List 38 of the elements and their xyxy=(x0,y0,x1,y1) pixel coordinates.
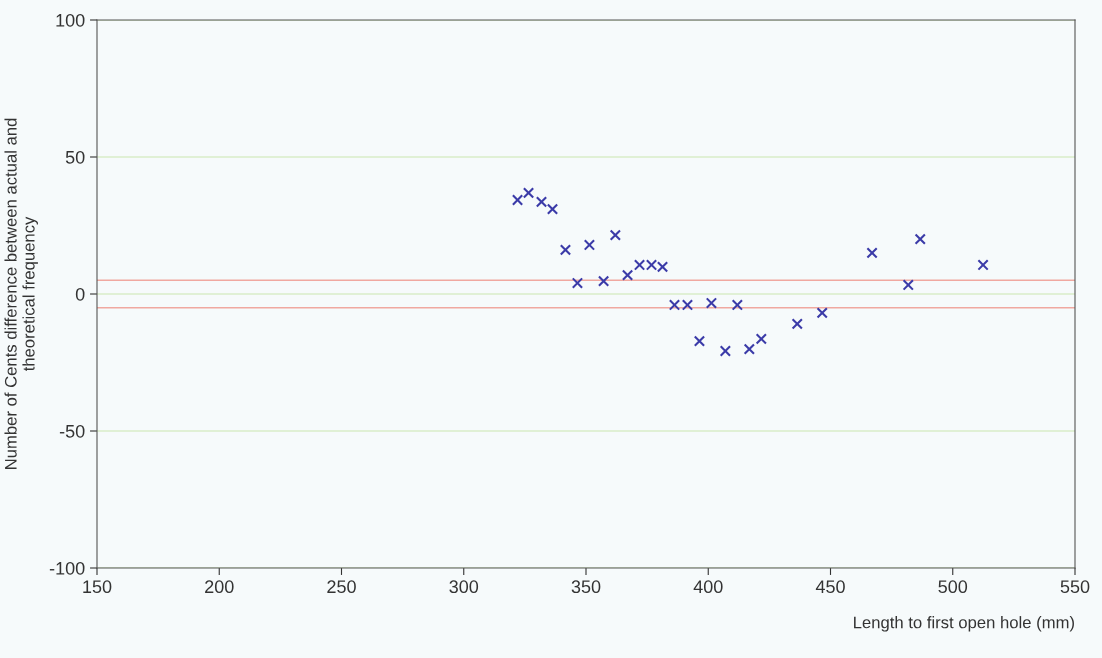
point xyxy=(535,196,548,208)
point xyxy=(522,187,535,199)
point xyxy=(546,203,559,215)
y-tick-label: 50 xyxy=(65,150,85,164)
point xyxy=(609,229,622,241)
x-tick-label: 500 xyxy=(938,580,968,594)
point xyxy=(731,299,744,311)
x-tick-label: 300 xyxy=(449,580,479,594)
x-tick-label: 250 xyxy=(327,580,356,594)
y-axis-title: Number of Cents difference between actual and theoretical frequency xyxy=(4,118,38,469)
point xyxy=(866,247,878,259)
x-tick-label: 350 xyxy=(571,580,601,594)
y-tick-label: -100 xyxy=(49,561,85,575)
x-tick-label: 450 xyxy=(815,580,845,594)
point xyxy=(693,335,706,347)
x-tick-label: 200 xyxy=(205,580,234,594)
x-axis-title: Length to first open hole (mm) xyxy=(854,616,1074,632)
x-tick-label: 400 xyxy=(693,580,723,594)
point xyxy=(902,279,914,291)
point xyxy=(583,239,596,251)
point xyxy=(719,345,732,357)
point xyxy=(621,269,634,281)
x-tick-label: 550 xyxy=(1060,580,1090,594)
point xyxy=(705,297,718,309)
point xyxy=(755,333,768,345)
point xyxy=(597,275,610,287)
y-tick-label: 0 xyxy=(75,287,85,301)
point xyxy=(977,259,989,271)
point xyxy=(559,244,572,256)
y-tick-label: 100 xyxy=(56,13,85,27)
point xyxy=(743,343,756,355)
x-tick-label: 150 xyxy=(83,580,112,594)
point xyxy=(914,233,926,245)
point xyxy=(571,277,584,289)
point xyxy=(511,194,524,206)
point xyxy=(791,318,803,330)
y-tick-label: -50 xyxy=(59,424,85,438)
point xyxy=(816,307,828,319)
